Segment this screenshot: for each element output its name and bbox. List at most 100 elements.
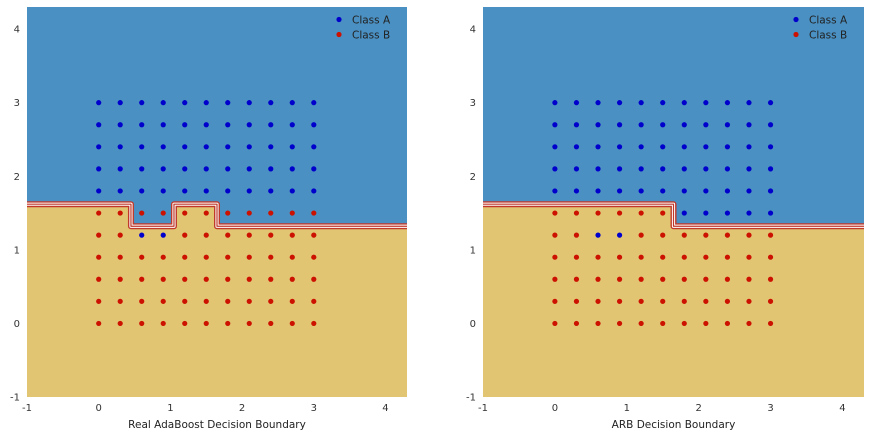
class-a-point — [616, 100, 623, 106]
class-a-point — [746, 166, 752, 172]
class-b-point — [268, 232, 274, 238]
class-b-point — [638, 276, 644, 282]
class-b-point — [117, 210, 123, 216]
class-a-point — [616, 144, 623, 150]
class-a-point — [595, 100, 601, 106]
class-b-point — [638, 210, 644, 216]
class-b-point — [724, 254, 731, 260]
class-b-point — [96, 298, 102, 304]
class-a-point — [552, 166, 558, 172]
class-a-point — [139, 100, 145, 106]
class-a-point — [160, 122, 166, 128]
class-a-point — [552, 100, 558, 106]
class-b-point — [552, 254, 558, 260]
class-b-point — [703, 232, 709, 238]
class-a-point — [311, 144, 317, 150]
class-b-point — [203, 276, 209, 282]
class-b-point — [246, 276, 252, 282]
class-a-point — [746, 144, 752, 150]
class-b-point — [117, 298, 123, 304]
class-b-point — [552, 232, 558, 238]
class-a-point — [117, 100, 123, 106]
class-b-point — [225, 254, 231, 260]
class-b-point — [573, 298, 580, 304]
class-a-point — [660, 122, 666, 128]
class-a-point — [552, 188, 558, 194]
x-tick-label: 4 — [382, 403, 388, 414]
legend-label-class-a: Class A — [352, 15, 391, 27]
x-axis-label: Real AdaBoost Decision Boundary — [128, 419, 306, 431]
y-tick-label: 3 — [14, 98, 20, 109]
class-b-point — [552, 298, 558, 304]
class-b-point — [311, 232, 317, 238]
class-a-point — [268, 100, 274, 106]
class-a-point — [139, 166, 145, 172]
class-a-point — [225, 166, 231, 172]
class-a-point — [746, 122, 752, 128]
class-a-point — [595, 122, 601, 128]
legend-marker-class-b — [793, 31, 799, 38]
decision-boundary-inner — [483, 203, 864, 227]
class-b-point — [160, 210, 166, 216]
class-a-point — [225, 188, 231, 194]
class-a-point — [616, 166, 623, 172]
class-b-point — [96, 210, 102, 216]
class-b-point — [289, 320, 295, 327]
class-b-point — [681, 320, 687, 327]
class-a-point — [595, 188, 601, 194]
class-b-point — [595, 276, 601, 282]
class-b-point — [638, 254, 644, 260]
y-tick-label: 4 — [14, 25, 20, 36]
y-tick-label: 1 — [14, 245, 20, 256]
class-b-point — [96, 320, 102, 327]
class-b-point — [638, 298, 644, 304]
class-a-point — [139, 188, 145, 194]
legend-marker-class-a — [336, 16, 342, 23]
class-b-point — [289, 254, 295, 260]
class-b-point — [311, 210, 317, 216]
class-a-point — [703, 166, 709, 172]
class-a-point — [638, 144, 644, 150]
y-tick-label: 0 — [470, 319, 476, 330]
class-b-point — [638, 232, 644, 238]
class-a-point — [573, 188, 580, 194]
class-b-point — [182, 210, 188, 216]
decision-boundary-inner — [27, 203, 407, 227]
class-b-point — [767, 232, 774, 238]
class-b-point — [552, 320, 558, 327]
class-a-point — [117, 144, 123, 150]
class-b-point — [225, 276, 231, 282]
class-a-point — [681, 166, 687, 172]
class-a-point — [746, 188, 752, 194]
class-b-point — [681, 298, 687, 304]
chart-panel-1: -1 0 1 2 3 4 -1 0 1 2 3 4 Real AdaBoost Decision Bou… — [10, 7, 407, 431]
x-tick-label: 0 — [96, 403, 102, 414]
class-a-point — [160, 188, 166, 194]
class-a-point — [96, 100, 102, 106]
class-a-point — [268, 166, 274, 172]
class-b-point — [139, 320, 145, 327]
class-a-point — [182, 188, 188, 194]
class-a-point — [552, 144, 558, 150]
class-a-point — [746, 100, 752, 106]
class-b-point — [573, 320, 580, 327]
class-b-point — [724, 320, 731, 327]
class-b-point — [681, 276, 687, 282]
y-tick-label: -1 — [466, 393, 476, 404]
class-b-point — [311, 320, 317, 327]
class-a-point — [616, 188, 623, 194]
class-b-point — [139, 276, 145, 282]
class-b-point — [203, 232, 209, 238]
class-b-point — [660, 232, 666, 238]
class-b-point — [225, 320, 231, 327]
class-b-point — [746, 298, 752, 304]
x-tick-label: 1 — [624, 403, 630, 414]
class-a-point — [724, 100, 731, 106]
class-b-point — [767, 254, 774, 260]
class-a-point — [703, 122, 709, 128]
class-b-point — [182, 254, 188, 260]
class-a-point — [117, 188, 123, 194]
class-b-point — [660, 320, 666, 327]
class-a-point — [660, 100, 666, 106]
